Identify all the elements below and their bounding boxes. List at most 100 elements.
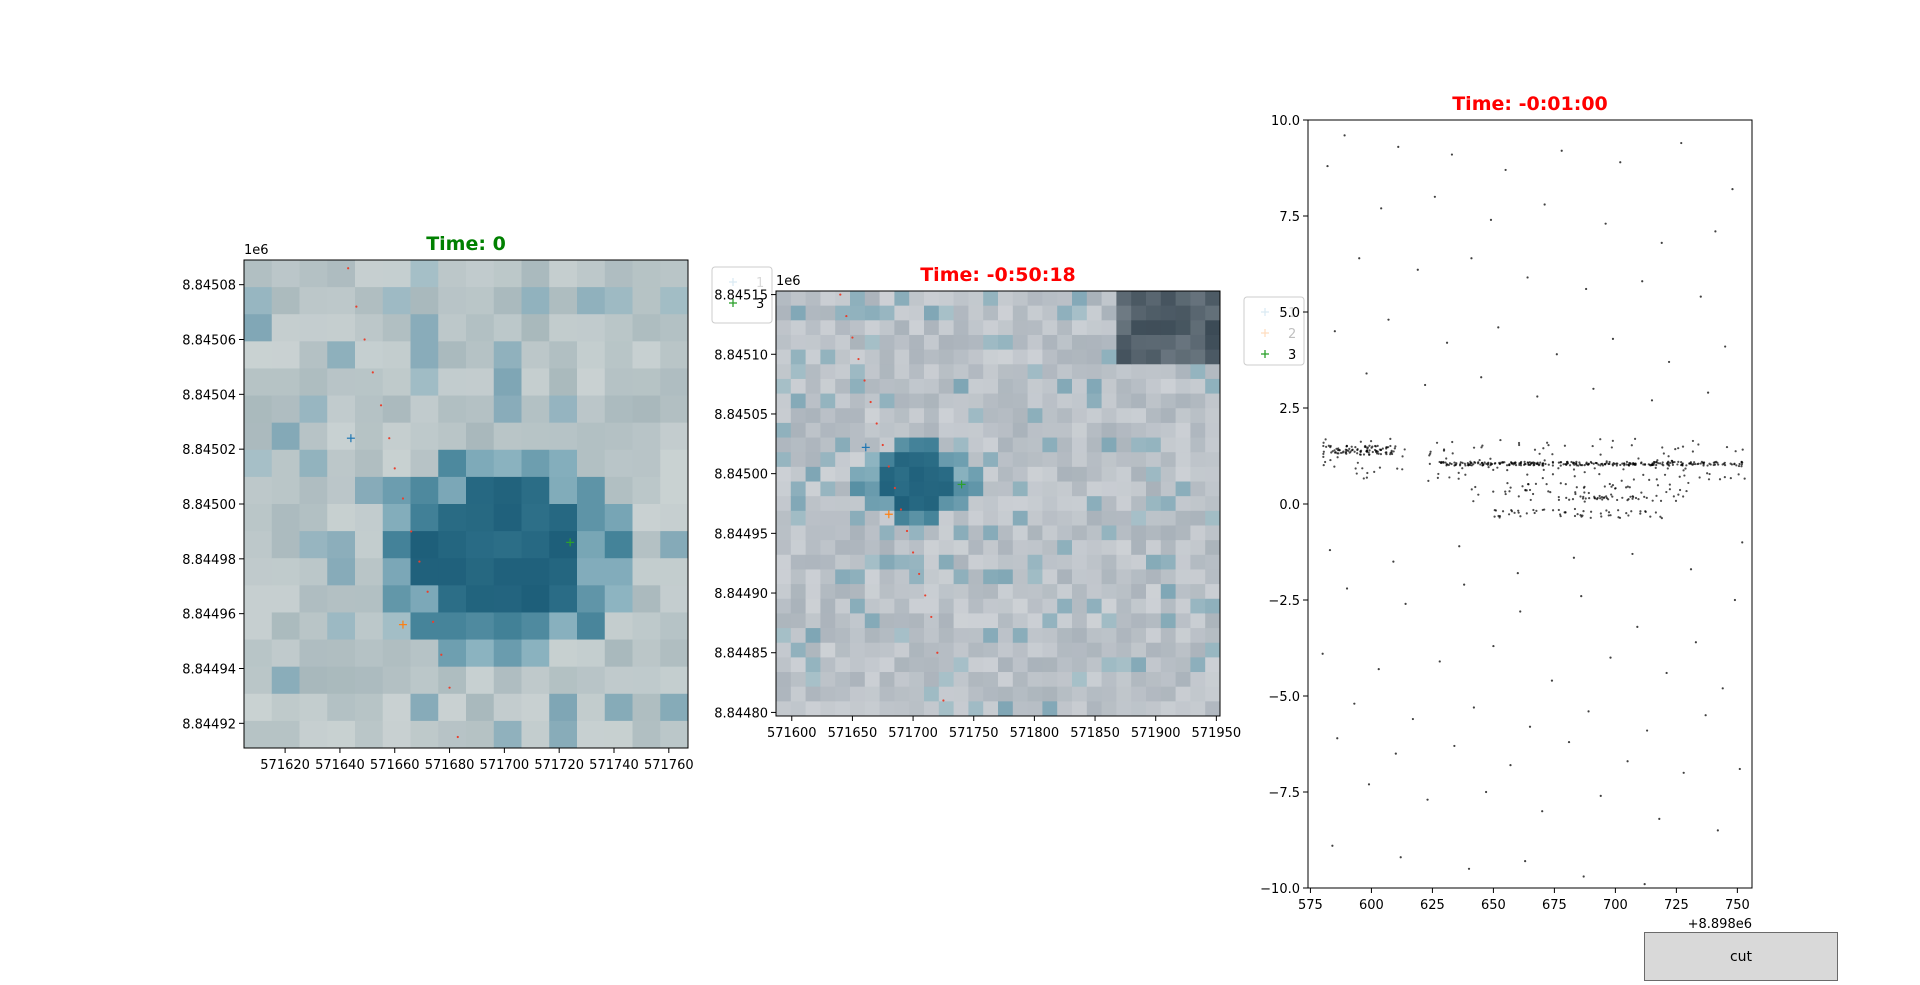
image-pixel: [1101, 628, 1117, 644]
image-pixel: [953, 320, 969, 336]
y-tick-label: 8.84502: [182, 443, 236, 458]
image-pixel: [410, 260, 439, 288]
scatter-point: [1602, 496, 1605, 499]
image-pixel: [549, 449, 578, 478]
scatter-point: [1384, 451, 1387, 454]
image-pixel: [1057, 320, 1073, 336]
image-pixel: [998, 334, 1014, 351]
scatter-point: [1622, 468, 1625, 471]
image-pixel: [879, 569, 895, 585]
image-pixel: [1160, 305, 1177, 321]
scatter-point: [1647, 463, 1650, 466]
track-point: [899, 508, 903, 511]
image-pixel: [864, 481, 881, 497]
scatter-point: [1583, 500, 1586, 503]
scatter-point: [1642, 473, 1645, 477]
scatter-point: [1454, 463, 1457, 467]
image-pixel: [466, 666, 495, 695]
image-pixel: [1190, 642, 1206, 658]
image-pixel: [1072, 378, 1088, 395]
scatter-point: [1513, 511, 1516, 514]
image-pixel: [1116, 657, 1132, 673]
scatter-point: [1478, 458, 1481, 462]
image-pixel: [1042, 378, 1058, 395]
image-pixel: [983, 393, 999, 409]
image-pixel: [909, 466, 925, 483]
image-pixel: [1101, 320, 1117, 336]
image-pixel: [493, 314, 523, 342]
scatter-point: [1322, 464, 1325, 467]
image-pixel: [1175, 686, 1191, 702]
image-pixel: [1175, 452, 1191, 468]
image-pixel: [850, 481, 866, 497]
scatter-point: [1482, 463, 1485, 466]
image-pixel: [1012, 305, 1029, 321]
map-plot-time-0: 571620 571640 571660 571680 571700 571720 5717…: [182, 233, 773, 773]
image-pixel: [1175, 291, 1191, 307]
image-pixel: [1027, 701, 1043, 716]
scatter-point: [1588, 497, 1591, 500]
image-pixel: [820, 525, 836, 541]
scatter-point: [1608, 460, 1611, 464]
image-pixel: [924, 657, 940, 673]
image-pixel: [410, 558, 439, 586]
scatter-point: [1480, 376, 1483, 379]
image-pixel: [1175, 642, 1191, 658]
image-pixel: [820, 569, 836, 585]
image-pixel: [1116, 305, 1132, 321]
image-pixel: [998, 437, 1014, 453]
image-pixel: [327, 639, 356, 668]
image-pixel: [632, 612, 661, 641]
scatter-point: [1380, 207, 1383, 210]
track-point: [440, 653, 443, 656]
scatter-point: [1678, 475, 1681, 478]
scatter-point: [1617, 509, 1620, 512]
image-pixel: [493, 639, 523, 668]
scatter-point: [1445, 341, 1449, 344]
image-pixel: [1027, 510, 1043, 527]
scatter-point: [1723, 475, 1726, 479]
image-pixel: [1012, 525, 1029, 541]
scatter-point: [1671, 459, 1674, 463]
scatter-point: [1536, 395, 1539, 398]
scatter-point: [1702, 461, 1705, 465]
image-pixel: [805, 305, 821, 321]
y-tick-label: 8.84492: [182, 717, 236, 732]
image-pixel: [493, 531, 523, 559]
cut-button[interactable]: cut: [1644, 932, 1838, 981]
image-pixel: [924, 408, 940, 424]
scatter-point: [1671, 463, 1675, 466]
image-pixel: [1205, 569, 1220, 585]
scatter-point: [1356, 461, 1359, 464]
image-pixel: [924, 569, 940, 585]
scatter-point: [1448, 476, 1451, 479]
image-pixel: [1101, 422, 1117, 439]
scatter-point: [1442, 449, 1446, 452]
image-pixel: [790, 510, 807, 527]
image-pixel: [1027, 672, 1043, 688]
scatter-point: [1571, 498, 1575, 501]
image-pixel: [1086, 452, 1103, 468]
scatter-point: [1714, 230, 1717, 233]
image-pixel: [271, 260, 301, 288]
image-pixel: [1160, 408, 1177, 424]
image-pixel: [355, 476, 384, 505]
image-pixel: [850, 305, 866, 321]
image-pixel: [835, 364, 851, 380]
image-pixel: [909, 393, 925, 409]
image-pixel: [1146, 496, 1162, 512]
scatter-point: [1713, 463, 1717, 466]
image-pixel: [938, 584, 955, 600]
image-pixel: [850, 320, 866, 336]
image-pixel: [805, 628, 821, 644]
image-pixel: [1190, 437, 1206, 453]
scatter-point: [1562, 463, 1565, 466]
image-pixel: [1175, 628, 1191, 644]
scatter-point: [1472, 446, 1476, 449]
image-pixel: [953, 305, 969, 321]
scatter-point: [1685, 489, 1688, 493]
image-pixel: [850, 408, 866, 424]
image-pixel: [924, 393, 940, 409]
scatter-point: [1498, 516, 1501, 519]
scatter-point: [1616, 462, 1619, 465]
